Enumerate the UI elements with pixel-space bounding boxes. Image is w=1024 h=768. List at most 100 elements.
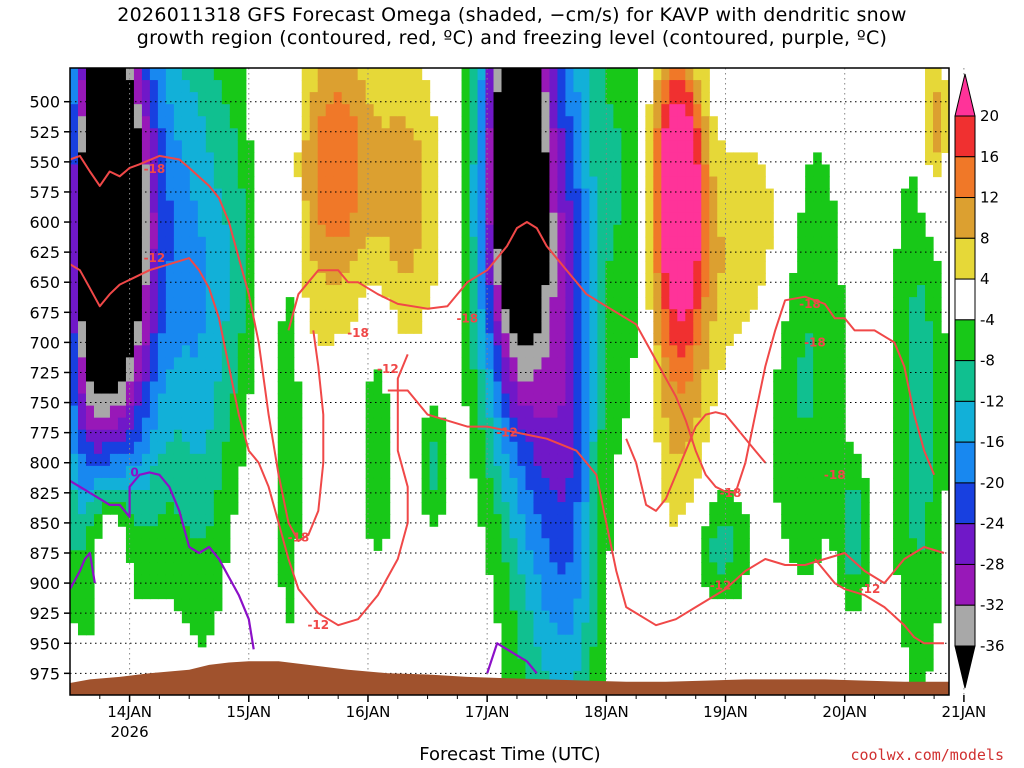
omega-cell <box>381 236 391 250</box>
omega-cell <box>333 164 343 178</box>
omega-cell <box>597 502 606 515</box>
omega-cell <box>549 224 559 238</box>
omega-cell <box>805 260 814 274</box>
omega-cell <box>221 405 231 419</box>
omega-cell <box>349 272 359 286</box>
omega-cell <box>549 80 559 93</box>
omega-cell <box>133 465 143 479</box>
omega-cell <box>381 514 391 527</box>
omega-cell <box>917 417 926 431</box>
omega-cell <box>277 381 287 395</box>
omega-cell <box>509 140 519 154</box>
omega-cell <box>909 381 918 395</box>
omega-cell <box>693 176 702 190</box>
omega-cell <box>909 429 918 443</box>
omega-cell <box>70 453 79 467</box>
omega-cell <box>517 248 527 262</box>
omega-cell <box>533 405 543 419</box>
omega-cell <box>189 212 199 226</box>
omega-cell <box>429 128 439 141</box>
omega-cell <box>925 357 934 371</box>
omega-cell <box>741 224 750 238</box>
omega-cell <box>189 92 199 105</box>
omega-cell <box>293 502 303 515</box>
omega-cell <box>165 574 175 588</box>
omega-cell <box>493 285 503 298</box>
omega-cell <box>77 345 87 358</box>
omega-cell <box>901 441 910 455</box>
omega-cell <box>205 610 215 624</box>
omega-cell <box>901 357 910 371</box>
omega-cell <box>205 381 215 395</box>
omega-cell <box>197 333 207 346</box>
omega-cell <box>517 465 527 479</box>
omega-cell <box>229 465 239 479</box>
omega-cell <box>213 152 223 166</box>
omega-cell <box>517 490 527 503</box>
omega-cell <box>93 309 103 322</box>
omega-cell <box>701 285 710 298</box>
omega-cell <box>189 357 199 371</box>
omega-cell <box>485 514 495 527</box>
omega-cell <box>117 92 127 105</box>
omega-cell <box>245 309 255 322</box>
omega-cell <box>149 393 159 407</box>
omega-cell <box>613 236 622 250</box>
omega-cell <box>485 188 495 202</box>
omega-cell <box>125 369 135 383</box>
omega-cell <box>725 538 734 551</box>
omega-cell <box>85 248 95 262</box>
omega-cell <box>189 104 199 117</box>
omega-cell <box>157 405 167 419</box>
omega-cell <box>709 212 718 226</box>
omega-cell <box>605 80 614 93</box>
omega-cell <box>781 453 790 467</box>
omega-cell <box>581 538 591 551</box>
omega-cell <box>709 526 718 539</box>
omega-cell <box>485 176 495 190</box>
omega-cell <box>421 502 431 515</box>
omega-cell <box>365 502 375 515</box>
omega-cell <box>477 405 487 419</box>
omega-cell <box>109 453 119 467</box>
omega-cell <box>557 490 567 503</box>
omega-cell <box>77 212 87 226</box>
omega-cell <box>581 646 591 660</box>
omega-cell <box>70 92 79 105</box>
omega-cell <box>85 176 95 190</box>
omega-cell <box>509 80 519 93</box>
omega-cell <box>189 622 199 636</box>
omega-cell <box>901 224 910 238</box>
omega-cell <box>829 321 838 334</box>
omega-cell <box>661 128 670 141</box>
omega-cell <box>117 236 127 250</box>
omega-cell <box>549 140 559 154</box>
omega-cell <box>77 248 87 262</box>
omega-cell <box>709 586 718 600</box>
omega-cell <box>341 200 351 214</box>
omega-cell <box>421 188 431 202</box>
omega-cell <box>837 562 846 576</box>
omega-cell <box>509 164 519 178</box>
omega-cell <box>901 490 910 503</box>
colorbar-bin <box>954 197 976 239</box>
omega-cell <box>661 309 670 322</box>
omega-cell <box>181 224 191 238</box>
omega-cell <box>381 92 391 105</box>
omega-cell <box>701 236 710 250</box>
omega-cell <box>429 502 439 515</box>
omega-cell <box>173 309 183 322</box>
omega-cell <box>509 526 519 539</box>
omega-cell <box>405 285 415 298</box>
omega-cell <box>309 140 319 154</box>
omega-cell <box>517 598 527 612</box>
omega-cell <box>661 393 670 407</box>
omega-cell <box>213 164 223 178</box>
omega-cell <box>357 285 367 298</box>
omega-cell <box>517 514 527 527</box>
omega-cell <box>197 598 207 612</box>
omega-cell <box>93 224 103 238</box>
omega-cell <box>485 357 495 371</box>
omega-cell <box>133 393 143 407</box>
omega-cell <box>205 116 215 129</box>
